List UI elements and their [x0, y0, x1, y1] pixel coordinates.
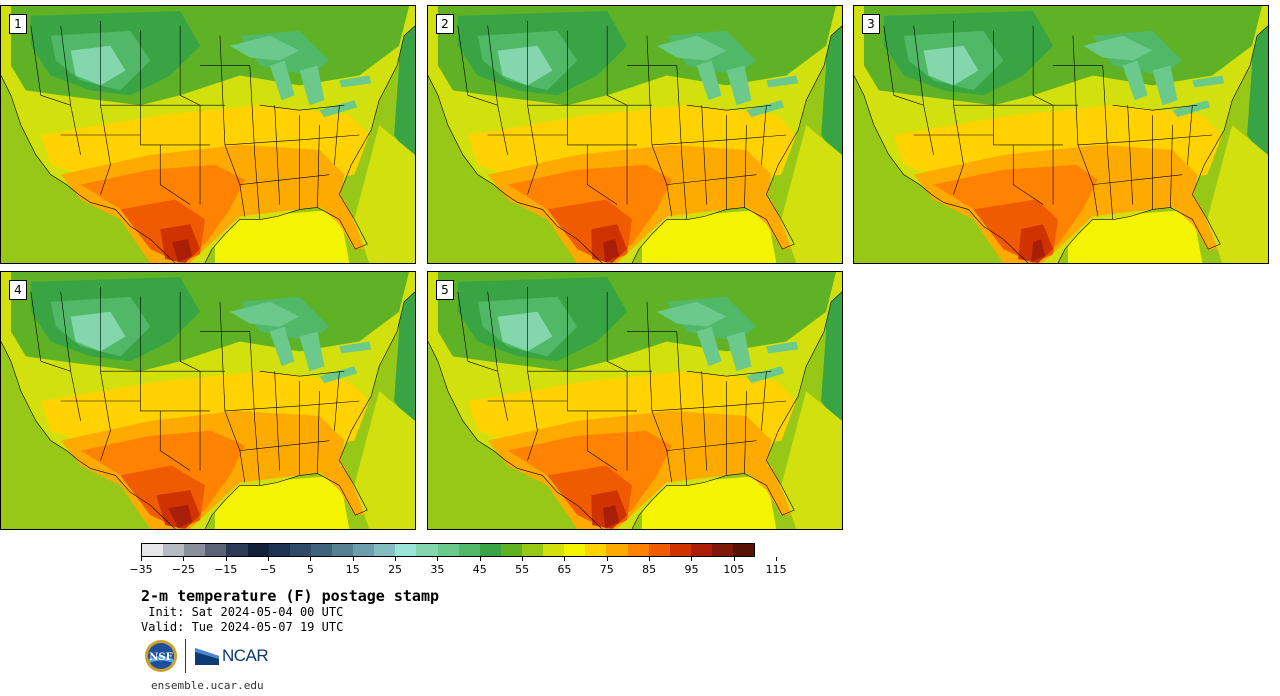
- member-label: 1: [9, 14, 27, 34]
- colorbar-tick-label: 25: [388, 563, 403, 576]
- colorbar-segment: [543, 544, 565, 556]
- colorbar-tick: [733, 557, 735, 561]
- colorbar-tick-label: 115: [765, 563, 787, 576]
- colorbar-tick-label: 85: [642, 563, 657, 576]
- colorbar-tick: [183, 557, 185, 561]
- colorbar-tick-label: −25: [171, 563, 195, 576]
- colorbar-tick: [776, 557, 778, 561]
- colorbar-tick: [564, 557, 566, 561]
- colorbar-tick-label: −35: [129, 563, 153, 576]
- colorbar-segment: [163, 544, 185, 556]
- colorbar-segment: [500, 544, 522, 556]
- temperature-map-2: [428, 6, 842, 263]
- temperature-map-5: [428, 272, 842, 529]
- colorbar-tick: [522, 557, 524, 561]
- colorbar-tick-label: 35: [430, 563, 445, 576]
- colorbar-segment: [395, 544, 417, 556]
- colorbar-tick: [352, 557, 354, 561]
- colorbar-segment: [690, 544, 712, 556]
- colorbar-tick-label: 15: [345, 563, 360, 576]
- logo-divider: [185, 639, 186, 673]
- valid-time: Valid: Tue 2024-05-07 19 UTC: [141, 620, 344, 634]
- nsf-logo: NSF: [145, 640, 177, 672]
- colorbar-tick-label: 65: [557, 563, 572, 576]
- colorbar-segment: [606, 544, 628, 556]
- colorbar-tick-label: −5: [259, 563, 277, 576]
- colorbar-tick-label: 95: [684, 563, 699, 576]
- colorbar-segment: [310, 544, 332, 556]
- svg-text:NSF: NSF: [149, 652, 172, 663]
- temperature-map-4: [1, 272, 415, 529]
- colorbar-tick-label: 55: [515, 563, 530, 576]
- member-label: 4: [9, 280, 27, 300]
- colorbar-segment: [479, 544, 501, 556]
- colorbar-segment: [374, 544, 396, 556]
- colorbar-tick-label: 5: [306, 563, 314, 576]
- colorbar-tick-label: 75: [599, 563, 614, 576]
- postage-stamp-5: 5: [427, 271, 843, 530]
- colorbar-tick: [479, 557, 481, 561]
- colorbar-segment: [733, 544, 755, 556]
- temperature-map-3: [854, 6, 1268, 263]
- postage-stamp-4: 4: [0, 271, 416, 530]
- colorbar-ticks: −35 −25 −15 −5 5 15 25 35 45 55 65 75 85 95 105 115: [129, 557, 787, 577]
- colorbar-segment: [205, 544, 227, 556]
- colorbar-segment: [458, 544, 480, 556]
- colorbar-segment: [268, 544, 290, 556]
- colorbar-segment: [142, 544, 164, 556]
- colorbar-tick-label: −15: [214, 563, 238, 576]
- colorbar-tick-label: 105: [723, 563, 745, 576]
- postage-stamp-1: 1: [0, 5, 416, 264]
- colorbar-segment: [353, 544, 375, 556]
- colorbar-tick: [649, 557, 651, 561]
- colorbar-tick: [141, 557, 142, 561]
- colorbar-segment: [585, 544, 607, 556]
- colorbar-tick: [437, 557, 439, 561]
- colorbar-tick: [268, 557, 270, 561]
- member-label: 5: [436, 280, 454, 300]
- colorbar-segment: [184, 544, 206, 556]
- colorbar-tick: [395, 557, 397, 561]
- temperature-colorbar: [141, 543, 755, 557]
- colorbar-segment: [247, 544, 269, 556]
- colorbar-segment: [416, 544, 438, 556]
- sponsor-logos: NSF NCAR: [144, 638, 269, 674]
- site-url: ensemble.ucar.edu: [151, 679, 264, 692]
- colorbar-segment: [648, 544, 670, 556]
- colorbar-segment: [226, 544, 248, 556]
- colorbar-tick: [606, 557, 608, 561]
- page-title: 2-m temperature (F) postage stamp: [141, 587, 440, 605]
- colorbar-segment: [521, 544, 544, 556]
- colorbar-tick: [225, 557, 227, 561]
- member-label: 3: [862, 14, 880, 34]
- colorbar-segment: [669, 544, 691, 556]
- colorbar-segment: [564, 544, 586, 556]
- ncar-mark-icon: [195, 648, 219, 665]
- postage-stamp-2: 2: [427, 5, 843, 264]
- colorbar-tick: [310, 557, 312, 561]
- colorbar-segment: [711, 544, 734, 556]
- postage-stamp-3: 3: [853, 5, 1269, 264]
- colorbar-segment: [289, 544, 311, 556]
- temperature-map-1: [1, 6, 415, 263]
- colorbar-segment: [437, 544, 459, 556]
- ncar-logo: NCAR: [194, 645, 269, 667]
- init-time: Init: Sat 2024-05-04 00 UTC: [141, 605, 344, 619]
- colorbar-tick: [691, 557, 693, 561]
- member-label: 2: [436, 14, 454, 34]
- colorbar-segment: [331, 544, 354, 556]
- colorbar-segment: [627, 544, 649, 556]
- ncar-wordmark: NCAR: [222, 646, 269, 665]
- colorbar-tick-label: 45: [472, 563, 487, 576]
